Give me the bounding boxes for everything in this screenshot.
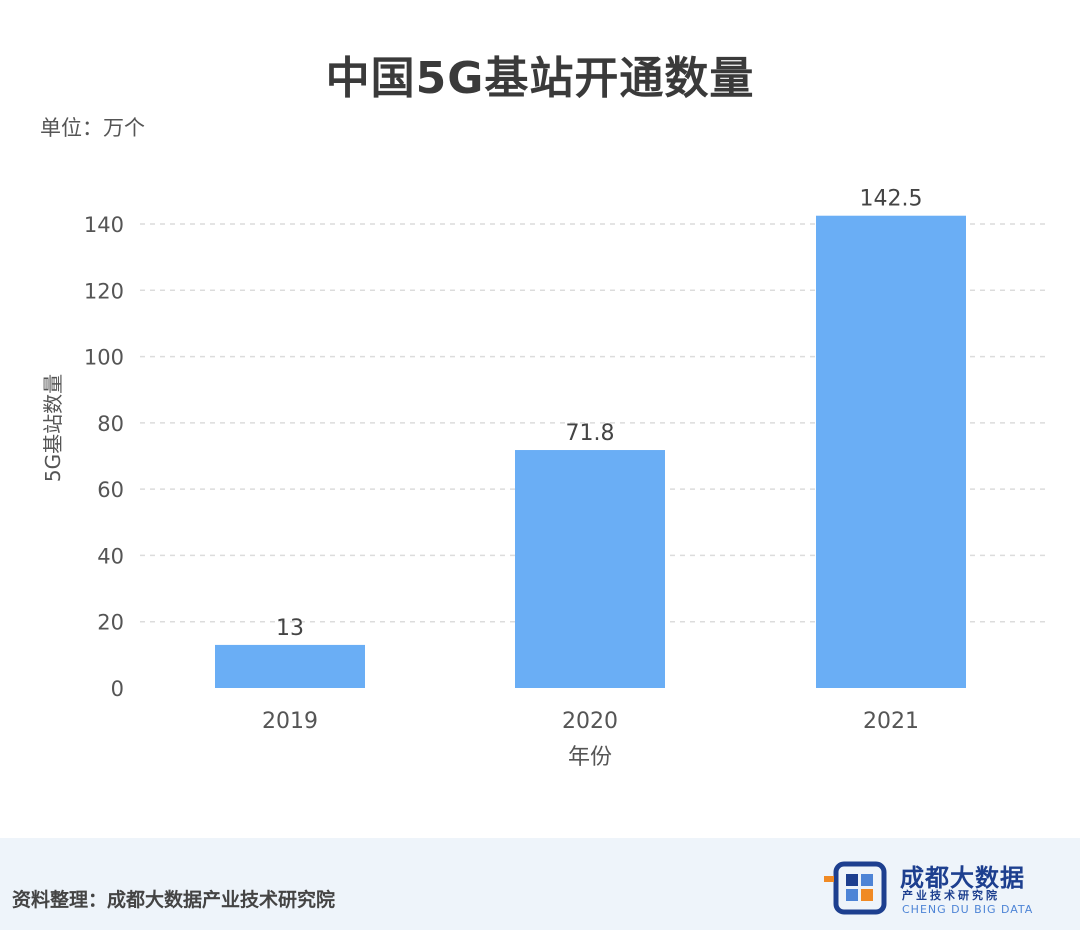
- y-axis-ticks: 0 20 40 60 80 100 120 140: [84, 213, 124, 701]
- bars: 13 71.8 142.5: [215, 187, 966, 688]
- data-label-2019: 13: [276, 616, 304, 641]
- x-tick-label: 2020: [562, 709, 618, 734]
- y-tick-label: 80: [97, 412, 124, 436]
- x-tick-label: 2019: [262, 709, 318, 734]
- x-axis-ticks: 2019 2020 2021: [262, 709, 919, 734]
- y-tick-label: 20: [97, 611, 124, 635]
- y-axis-title: 5G基站数量: [41, 374, 65, 482]
- x-axis-title: 年份: [568, 745, 612, 770]
- y-tick-label: 120: [84, 279, 124, 303]
- chart-title: 中国5G基站开通数量: [325, 53, 755, 104]
- y-tick-label: 60: [97, 478, 124, 502]
- logo-name: 成都大数据: [900, 864, 1025, 892]
- data-label-2021: 142.5: [860, 187, 923, 212]
- bar-2019: [215, 644, 365, 688]
- footer-band: [0, 838, 1080, 930]
- data-label-2020: 71.8: [566, 421, 615, 446]
- x-tick-label: 2021: [863, 709, 919, 734]
- bar-2021: [816, 215, 966, 688]
- unit-note: 单位：万个: [40, 116, 145, 140]
- y-tick-label: 100: [84, 346, 124, 370]
- y-tick-label: 0: [111, 677, 124, 701]
- y-tick-label: 40: [97, 544, 124, 568]
- logo-english-name: CHENG DU BIG DATA: [902, 903, 1034, 916]
- y-tick-label: 140: [84, 213, 124, 237]
- source-note: 资料整理：成都大数据产业技术研究院: [12, 889, 336, 911]
- bar-2020: [515, 450, 665, 688]
- logo-subtitle: 产业技术研究院: [902, 889, 1000, 902]
- logo-icon: [824, 861, 887, 915]
